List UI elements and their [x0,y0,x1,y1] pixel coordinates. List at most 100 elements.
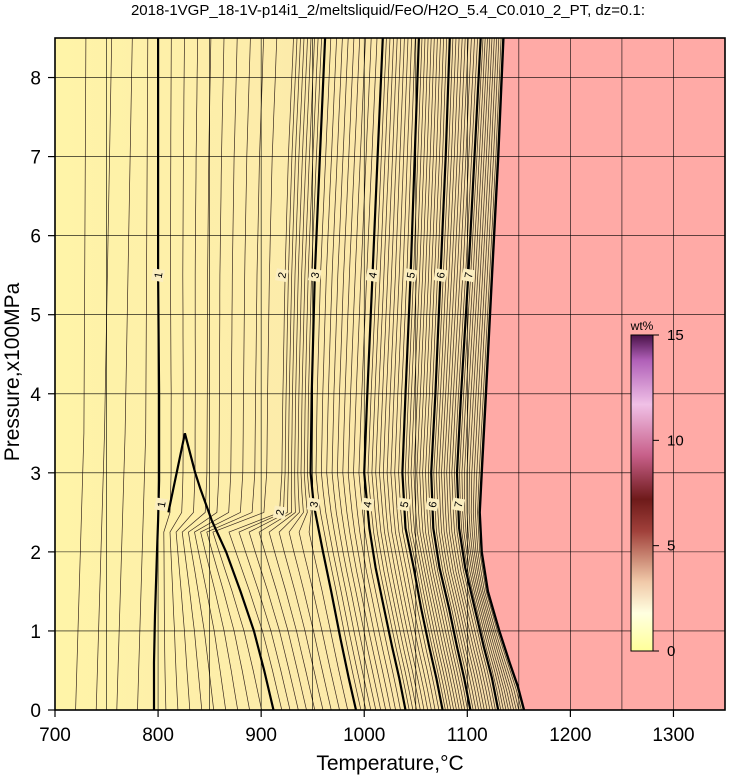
minor-contour-36 [404,38,446,710]
x-tick-label-4: 1100 [447,725,488,746]
y-axis-label: Pressure,x100MPa [1,282,24,461]
minor-contour-61 [475,38,520,710]
minor-contour-5 [194,38,238,710]
contour-label-text: 4 [367,271,380,279]
minor-contour-21 [331,38,377,710]
contour-label-text: 2 [276,271,289,279]
y-tick-label-4: 4 [30,385,41,406]
minor-contour-37 [407,38,449,710]
x-tick-label-0: 700 [39,725,71,746]
contour-label-bg [154,497,169,512]
contour-label-5-1: 5 [403,268,418,283]
minor-contour-33 [390,38,432,710]
minor-contour-58 [468,38,512,710]
contour-label-bg [433,268,448,283]
minor-contour-44 [427,38,468,710]
colorbar-tick-label-0: 0 [667,643,675,660]
minor-contour-19 [321,38,367,710]
contour-label-bg [403,268,418,283]
minor-contour-41 [419,38,460,710]
contour-label-2-0: 2 [272,505,287,520]
minor-contour-51 [448,38,491,710]
minor-contour-39 [413,38,455,710]
minor-contour-0 [163,38,172,710]
minor-contour-17 [307,38,349,710]
minor-contour-11 [248,38,301,710]
contour-label-text: 5 [399,501,412,509]
minor-contour-23 [342,38,387,710]
contour-label-bg [307,268,322,283]
contour-line-6 [430,38,472,710]
contour-label-3-1: 3 [307,268,322,283]
minor-contours [75,38,522,710]
y-tick-label-3: 3 [30,464,41,485]
contour-label-bg [461,268,476,283]
minor-contour-8 [212,38,278,710]
contour-line-7 [455,38,500,710]
y-tick-label-2: 2 [30,543,41,564]
colorbar-ticks: 0 5 10 15 [653,327,684,660]
minor-contour-53 [454,38,496,710]
minor-contour-60 [472,38,517,710]
minor-contour-29 [375,38,417,710]
contour-label-text: 4 [362,501,375,509]
contour-label-text: 2 [274,509,287,517]
minor-contour-47 [438,38,480,710]
contour-label-4-0: 4 [360,497,375,512]
colorbar: wt% 0 5 10 15 [630,319,684,660]
contour-line-4 [363,38,407,710]
minor-contour-22 [337,38,382,710]
contour-label-text: 7 [463,271,476,279]
minor-contour-20 [326,38,372,710]
y-tick-label-5: 5 [30,306,41,327]
minor-contour-1 [169,38,185,710]
y-tick-label-1: 1 [30,622,41,643]
x-tick-label-6: 1300 [652,725,694,746]
minor-contour-46 [436,38,477,710]
x-tick-label-5: 1200 [549,725,591,746]
minor-contour-7 [206,38,264,710]
minor-contour-6 [200,38,251,710]
contour-label-text: 3 [309,271,322,279]
minor-contour-low-0 [75,38,87,710]
minor-contour-42 [422,38,463,710]
minor-contour-2 [175,38,199,710]
minor-contour-26 [358,38,401,710]
minor-contour-48 [441,38,482,710]
minor-contour-10 [238,38,298,710]
y-tick-label-0: 0 [30,701,41,722]
minor-contour-43 [425,38,466,710]
minor-contour-32 [386,38,429,710]
contour-label-bg [365,268,380,283]
minor-contour-57 [466,38,509,710]
contour-label-text: 3 [308,501,321,509]
minor-contour-16 [298,38,340,710]
x-tick-label-1: 800 [142,725,174,746]
colorbar-tick-label-1: 5 [667,538,675,555]
contour-label-1-1: 1 [151,268,166,283]
x-axis-label: Temperature,°C [316,752,463,775]
contour-labels: 1 1 2 2 3 3 4 4 5 5 6 6 7 7 [151,268,476,520]
minor-contour-low-1 [95,38,113,710]
minor-contour-56 [464,38,507,710]
colorbar-tick-label-2: 10 [667,432,684,449]
contour-label-text: 1 [153,271,166,279]
contour-label-text: 5 [405,271,418,279]
minor-contour-low-3 [137,38,149,710]
contour-label-1-0: 1 [154,497,169,512]
y-tick-label-7: 7 [30,148,41,169]
minor-contour-34 [394,38,436,710]
contour-label-bg [272,505,287,520]
y-tick-label-8: 8 [30,69,41,90]
minor-contour-54 [459,38,502,710]
contour-label-6-0: 6 [425,497,440,512]
minor-contour-25 [353,38,396,710]
contour-label-bg [451,497,466,512]
contour-label-4-1: 4 [365,268,380,283]
minor-contour-59 [470,38,515,710]
contour-label-text: 1 [156,501,169,509]
minor-contour-13 [268,38,316,710]
minor-contour-62 [477,38,522,710]
minor-contour-15 [288,38,332,710]
